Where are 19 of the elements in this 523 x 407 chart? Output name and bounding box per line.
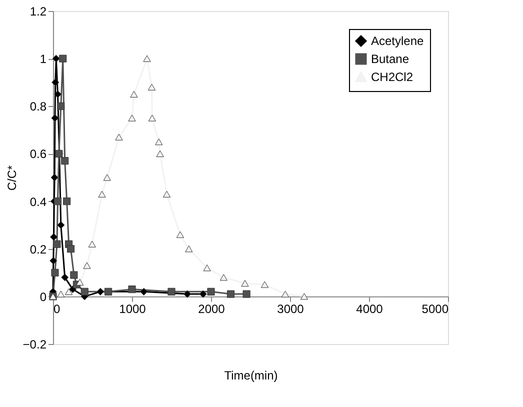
legend-label: Butane [371,52,410,66]
x-tick-label: 5000 [422,302,449,316]
x-axis-title: Time(min) [224,368,278,382]
y-tick-label: −0.2 [22,338,47,352]
legend-label: CH2Cl2 [371,70,414,84]
x-tick-label: 0 [54,302,60,316]
x-tick-label: 4000 [356,302,384,316]
x-tick-label: 3000 [277,302,304,316]
y-tick-label: 1 [40,52,47,66]
y-tick-label: 0.8 [30,100,47,114]
y-tick-label: 0 [40,290,47,304]
x-tick-label: 2000 [198,302,226,316]
y-tick-label: 0.6 [30,147,47,162]
y-tick-label: 0.2 [30,242,47,256]
y-tick-label: 1.2 [30,4,47,18]
legend-label: Acetylene [371,34,424,48]
x-tick-label: 1000 [119,302,146,316]
y-tick-label: 0.4 [30,194,47,209]
y-axis-title: C/C* [4,165,19,191]
